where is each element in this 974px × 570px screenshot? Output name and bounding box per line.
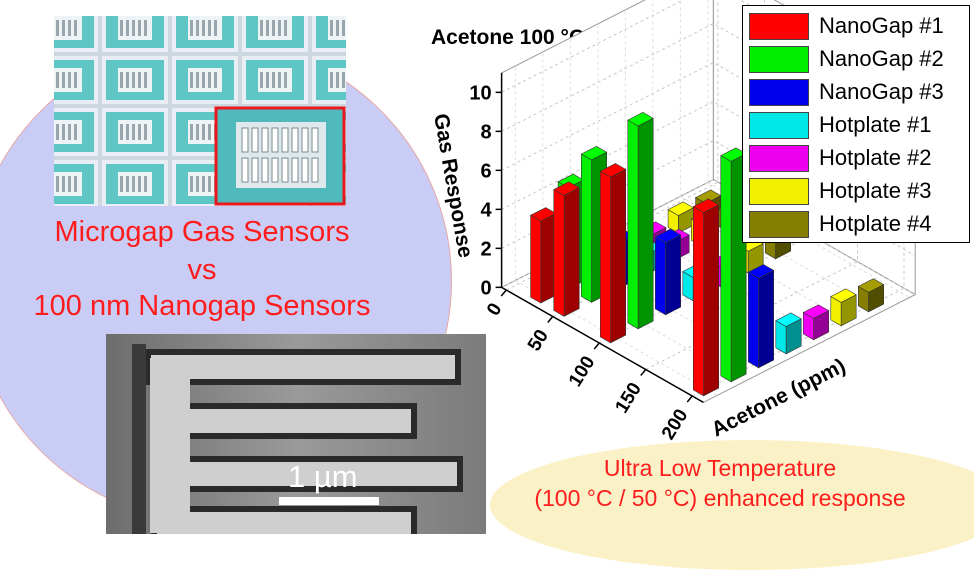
x-tick-label: 200 — [658, 406, 693, 444]
legend-entry: Hotplate #1 — [749, 109, 932, 141]
z-tick-label: 10 — [469, 82, 491, 104]
sem-micrograph — [106, 334, 486, 534]
legend-entry: NanoGap #3 — [749, 76, 944, 108]
headline-line-3: 100 nm Nanogap Sensors — [33, 290, 371, 322]
legend-swatch — [749, 45, 809, 73]
legend-label: Hotplate #1 — [819, 112, 932, 137]
x-axis-line — [501, 286, 704, 404]
footer-line-2: (100 °C / 50 °C) enhanced response — [534, 485, 906, 511]
headline-line-2: vs — [187, 254, 217, 286]
x-tick-mark — [640, 369, 647, 376]
legend-entry: NanoGap #1 — [749, 10, 944, 42]
legend-swatch — [749, 144, 809, 172]
legend-swatch — [749, 12, 809, 40]
bar-nanogap-1-200ppm — [692, 198, 720, 397]
headline-line-1: Microgap Gas Sensors — [54, 216, 350, 248]
z-tick-label: 4 — [480, 199, 492, 221]
chart-title: Acetone 100 °C — [431, 26, 585, 49]
footer-line-1: Ultra Low Temperature — [603, 455, 837, 481]
bar-nanogap-1-50ppm — [553, 181, 580, 317]
z-tick-label: 8 — [480, 121, 491, 143]
bar-nanogap-2-100ppm — [627, 112, 654, 330]
x-tick-label: 50 — [524, 326, 553, 355]
x-tick-label: 100 — [565, 353, 600, 391]
x-tick-mark — [500, 289, 507, 297]
legend-swatch — [749, 78, 809, 106]
legend-label: NanoGap #1 — [819, 13, 944, 38]
x-tick-mark — [686, 395, 693, 403]
bar-hotplate-4-200ppm — [857, 278, 885, 313]
legend-label: Hotplate #3 — [819, 178, 932, 203]
x-tick-label: 0 — [483, 300, 506, 320]
z-tick-label: 6 — [480, 160, 491, 182]
legend-entry: Hotplate #4 — [749, 208, 932, 240]
bar-hotplate-3-200ppm — [830, 288, 857, 327]
bar-nanogap-1-25ppm — [529, 207, 557, 304]
chart-legend: NanoGap #1 NanoGap #2 NanoGap #3 Hotplate #… — [742, 5, 970, 243]
legend-swatch — [749, 177, 809, 205]
z-tick-label: 0 — [480, 277, 491, 299]
x-tick-label: 150 — [611, 379, 646, 417]
legend-label: Hotplate #2 — [819, 145, 932, 170]
sensor-array-photo — [54, 16, 346, 206]
bar-nanogap-1-100ppm — [599, 163, 627, 344]
legend-label: NanoGap #2 — [819, 46, 944, 71]
legend-entry: Hotplate #3 — [749, 175, 932, 207]
scalebar — [279, 497, 379, 505]
legend-label: NanoGap #3 — [819, 79, 944, 104]
legend-entry: NanoGap #2 — [749, 43, 944, 75]
z-axis-label: Gas Response — [429, 112, 477, 260]
bar-hotplate-2-200ppm — [802, 304, 830, 341]
legend-label: Hotplate #4 — [819, 211, 932, 236]
bar-nanogap-3-200ppm — [747, 264, 775, 369]
legend-swatch — [749, 111, 809, 139]
x-tick-mark — [547, 316, 554, 323]
z-tick-label: 2 — [480, 238, 491, 260]
bar-hotplate-1-200ppm — [775, 312, 802, 355]
bar-nanogap-3-100ppm — [654, 228, 682, 316]
legend-swatch — [749, 210, 809, 238]
x-tick-mark — [593, 342, 600, 350]
scalebar-label: 1 µm — [288, 459, 358, 494]
legend-entry: Hotplate #2 — [749, 142, 932, 174]
